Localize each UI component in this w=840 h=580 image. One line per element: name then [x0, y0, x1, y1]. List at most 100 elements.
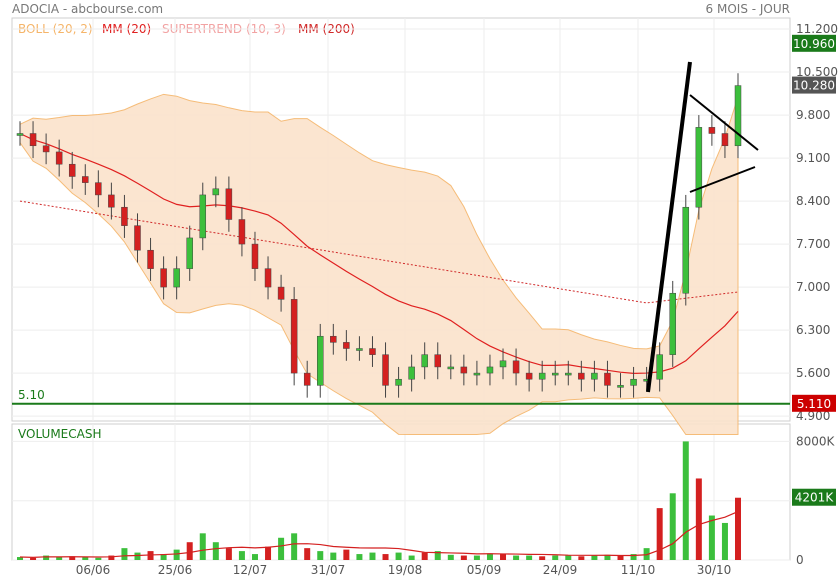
- bollinger-band: [19, 93, 739, 436]
- volume-bar: [382, 554, 389, 560]
- candle: [630, 378, 637, 386]
- volume-bar: [682, 441, 689, 560]
- volume-bar: [643, 548, 650, 560]
- candle: [160, 268, 167, 288]
- candle: [682, 206, 690, 294]
- candle: [95, 182, 102, 196]
- volume-bar: [173, 549, 180, 560]
- candle: [108, 194, 115, 208]
- period-label: 6 MOIS - JOUR: [706, 2, 790, 16]
- candle: [473, 372, 481, 376]
- volume-bar: [473, 555, 480, 560]
- volume-tick-label: 8000K: [796, 434, 836, 448]
- candle: [656, 354, 663, 380]
- volume-bar: [108, 555, 115, 560]
- volume-bar: [238, 551, 245, 560]
- candle: [708, 127, 716, 134]
- high-badge-bg: [792, 34, 836, 52]
- triangle-lower-line: [689, 166, 756, 193]
- candle: [134, 225, 141, 251]
- candle: [525, 372, 533, 380]
- candle: [121, 206, 128, 226]
- candle: [330, 335, 337, 343]
- candle: [447, 366, 455, 370]
- y-tick-label: 11.200: [796, 22, 838, 36]
- volume-bar: [552, 555, 559, 560]
- volume-bar: [591, 555, 598, 560]
- candle: [578, 372, 585, 380]
- candle: [695, 127, 703, 208]
- y-tick-label: 9.100: [796, 151, 830, 165]
- y-tick-label: 8.400: [796, 194, 830, 208]
- volume-bar: [251, 554, 258, 560]
- y-tick-label: 7.700: [796, 237, 830, 251]
- x-tick-label: 11/10: [621, 563, 656, 577]
- candle: [551, 372, 559, 376]
- ma20-line: [19, 132, 739, 374]
- volume-bar: [317, 551, 324, 560]
- x-tick-label: 19/08: [388, 563, 423, 577]
- volume-bar: [604, 554, 611, 560]
- candle: [369, 348, 376, 355]
- volume-bar: [30, 557, 37, 560]
- volume-bar: [225, 548, 232, 560]
- candle: [591, 372, 598, 380]
- candle: [538, 372, 546, 380]
- candle: [251, 243, 259, 269]
- volume-bar: [421, 552, 428, 560]
- x-tick-label: 05/09: [467, 563, 502, 577]
- candle: [617, 385, 624, 388]
- candle: [212, 188, 220, 196]
- volume-bar: [278, 537, 285, 560]
- volume-bar: [513, 555, 520, 560]
- close-badge-bg: [792, 76, 836, 94]
- candle: [721, 133, 729, 147]
- volume-bar: [539, 556, 546, 560]
- candle: [460, 366, 468, 374]
- high-badge: 10.960: [793, 37, 835, 51]
- y-tick-label: 5.600: [796, 366, 830, 380]
- candle: [173, 268, 180, 288]
- chart-title: ADOCIA - abcbourse.com: [12, 2, 163, 16]
- volume-bar: [134, 552, 141, 560]
- volume-bar: [721, 522, 728, 560]
- volume-bar: [630, 554, 637, 560]
- volume-bar: [735, 497, 741, 560]
- volume-bar: [434, 551, 441, 560]
- candle: [669, 292, 676, 355]
- volume-bar: [43, 555, 50, 560]
- y-tick-label: 6.300: [796, 323, 830, 337]
- volume-bar: [656, 508, 663, 560]
- ma200-line: [19, 200, 739, 304]
- x-tick-label: 25/06: [158, 563, 193, 577]
- candle: [486, 366, 494, 374]
- support-badge-bg: [792, 394, 836, 412]
- volume-bar: [708, 515, 715, 560]
- volume-bar: [199, 533, 206, 560]
- candle: [565, 372, 572, 376]
- candle: [434, 354, 441, 368]
- volume-bar: [526, 555, 533, 560]
- volume-bar: [565, 555, 572, 560]
- volume-bar: [82, 557, 89, 560]
- candle: [147, 249, 154, 269]
- candle: [29, 133, 37, 147]
- volume-ma-line: [19, 510, 739, 559]
- candle: [290, 299, 298, 374]
- candle: [303, 372, 311, 386]
- triangle-upper-line: [689, 94, 759, 151]
- candle: [408, 366, 415, 380]
- volume-bar: [291, 533, 298, 560]
- x-tick-label: 30/10: [697, 563, 732, 577]
- candle: [199, 194, 207, 239]
- support-left-label: 5.10: [18, 388, 45, 402]
- volume-bar: [121, 548, 128, 560]
- volume-bar: [17, 557, 23, 560]
- volume-badge: 4201K: [795, 491, 835, 505]
- support-badge: 5.110: [797, 397, 831, 411]
- volume-bar: [356, 554, 363, 560]
- volume-bar: [369, 552, 376, 560]
- volume-bar: [95, 557, 102, 560]
- volume-bar: [669, 493, 676, 560]
